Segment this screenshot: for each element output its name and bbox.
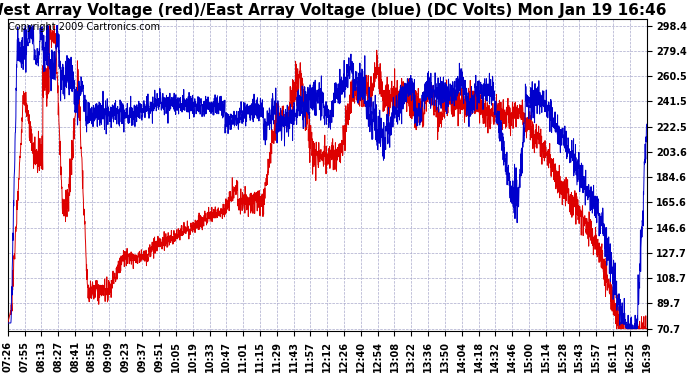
Text: Copyright 2009 Cartronics.com: Copyright 2009 Cartronics.com — [8, 22, 160, 32]
Title: West Array Voltage (red)/East Array Voltage (blue) (DC Volts) Mon Jan 19 16:46: West Array Voltage (red)/East Array Volt… — [0, 3, 667, 18]
